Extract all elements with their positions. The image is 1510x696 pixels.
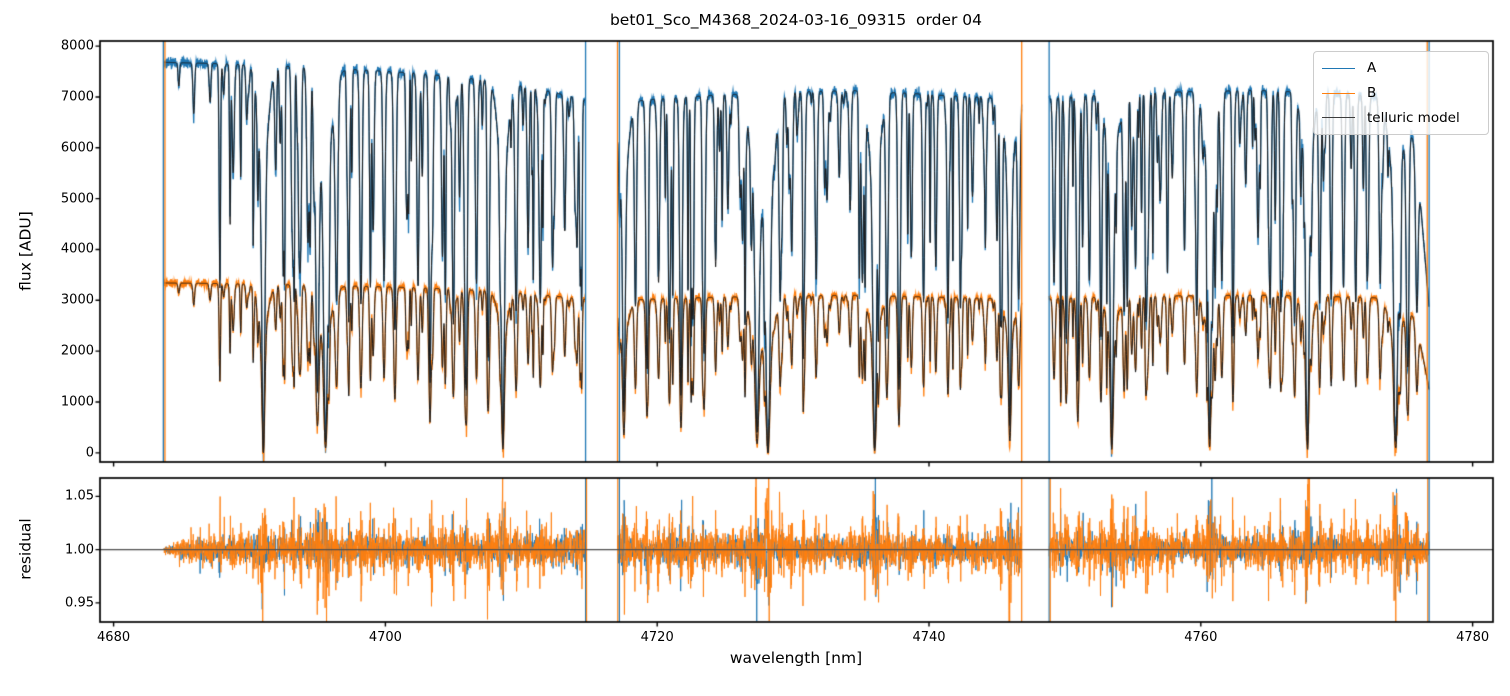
flux-y-axis-label: flux [ADU] [16, 211, 35, 291]
legend-line-swatch-b [1322, 92, 1355, 94]
legend-line-swatch-a [1322, 67, 1355, 69]
residual-ytick-label: 1.05 [65, 488, 94, 504]
flux-ytick-label: 8000 [60, 38, 94, 54]
flux-ytick-label: 2000 [60, 343, 94, 359]
flux-ytick-label: 5000 [60, 191, 94, 207]
flux-ytick-label: 7000 [60, 89, 94, 105]
legend-entry: telluric model [1322, 105, 1480, 130]
flux-ytick-label: 3000 [60, 292, 94, 308]
xtick-label: 4700 [368, 630, 402, 645]
legend-entry-label: B [1367, 85, 1377, 101]
xtick-label: 4720 [640, 630, 674, 645]
legend: A B telluric model [1313, 51, 1489, 135]
figure-title: bet01_Sco_M4368_2024-03-16_09315 order 0… [609, 11, 983, 29]
xtick-label: 4760 [1184, 630, 1218, 645]
residual-ytick-label: 0.95 [65, 595, 94, 611]
legend-entry: A [1322, 56, 1480, 81]
xtick-label: 4780 [1456, 630, 1490, 645]
residual-y-axis-label: residual [16, 518, 35, 580]
xtick-label: 4740 [912, 630, 946, 645]
legend-entry: B [1322, 81, 1480, 106]
legend-line-swatch-telluric [1322, 117, 1355, 119]
residual-ytick-label: 1.00 [65, 542, 94, 558]
xtick-label: 4680 [97, 630, 131, 645]
legend-entry-label: A [1367, 60, 1377, 77]
flux-ytick-label: 6000 [60, 140, 94, 156]
x-axis-label: wavelength [nm] [729, 649, 863, 667]
legend-entry-label: telluric model [1367, 109, 1460, 126]
flux-ytick-label: 1000 [60, 394, 94, 410]
flux-ytick-label: 0 [85, 445, 94, 461]
flux-ytick-label: 4000 [60, 241, 94, 257]
